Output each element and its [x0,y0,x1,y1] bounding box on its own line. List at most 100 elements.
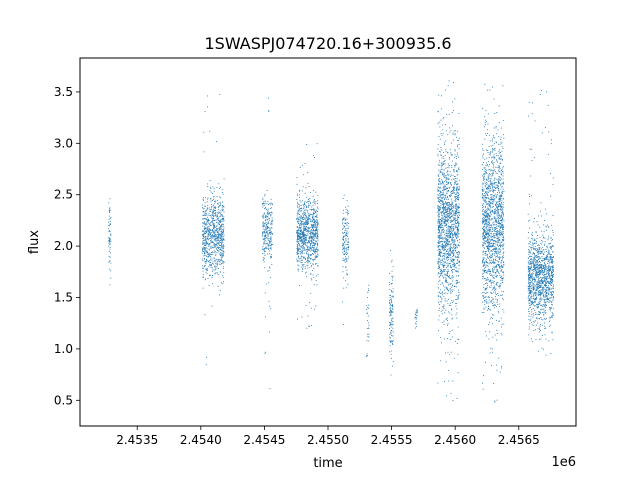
data-point [300,234,301,236]
data-point [484,83,486,85]
data-point [342,218,344,220]
data-point [391,340,393,342]
data-point [313,240,315,241]
data-point [315,249,317,251]
data-point [458,187,460,189]
data-point [270,198,272,200]
data-point [206,238,208,239]
data-point [264,219,266,221]
data-point [203,265,205,267]
data-point [483,220,485,222]
data-point [458,224,460,226]
data-point [368,333,370,335]
data-point [108,242,110,244]
data-point [489,241,491,243]
data-point [496,214,498,216]
data-point [483,231,485,233]
data-point [451,252,453,254]
data-point [218,229,220,231]
data-point [440,342,442,344]
data-point [438,217,440,219]
data-point [204,202,206,204]
data-point [315,230,317,232]
data-point [222,275,223,277]
data-point [264,203,266,205]
data-point [458,207,460,208]
data-point [487,257,489,259]
data-point [344,248,345,250]
data-point [297,242,299,244]
data-point [212,283,214,285]
data-point [307,233,309,235]
data-point [500,205,502,207]
data-point [264,222,266,224]
data-point [204,252,206,254]
data-point [303,264,305,266]
data-point [305,242,307,244]
data-point [207,214,209,216]
data-point [489,183,491,185]
data-point [212,257,214,259]
data-point [267,213,269,215]
data-point [317,222,319,224]
data-point [312,238,314,240]
data-point [455,162,457,164]
data-point [222,282,224,284]
data-point [456,196,458,198]
data-point [316,233,318,234]
data-point [487,241,488,243]
data-point [209,223,211,225]
data-point [108,230,110,232]
data-point [456,163,458,165]
data-point [220,221,222,223]
data-point [389,297,391,299]
data-point [212,217,214,219]
data-point [439,170,441,172]
data-point [214,235,216,237]
data-point [502,85,504,87]
data-point [206,224,208,226]
data-point [456,178,458,180]
data-point [449,266,451,268]
data-point [483,278,485,280]
data-point [263,223,265,225]
data-point [449,148,451,150]
data-point [491,194,493,195]
data-point [456,271,458,273]
data-point [502,232,504,234]
data-point [439,224,441,226]
data-point [297,236,299,238]
data-point [416,312,418,314]
data-point [440,227,442,228]
data-point [306,239,308,241]
data-point [212,219,214,221]
data-point [484,221,486,223]
data-point [366,312,368,314]
data-point [270,230,272,232]
data-point [456,247,458,249]
data-point [445,130,447,132]
data-point [452,250,454,252]
data-point [491,227,493,228]
data-point [439,307,441,309]
data-point [449,170,451,172]
data-point [213,224,215,226]
data-point [344,254,345,255]
data-point [304,202,306,204]
data-point [444,312,446,314]
data-point [217,259,219,261]
data-point [215,243,217,245]
data-point [485,196,486,198]
scatter-points [108,80,554,403]
data-point [442,253,444,255]
data-point [494,183,496,185]
data-point [448,250,450,252]
data-point [265,235,266,237]
data-point [266,247,268,249]
data-point [343,254,345,256]
data-point [300,217,302,219]
data-point [437,111,439,113]
data-point [202,249,204,251]
data-point [451,237,453,239]
data-point [446,235,447,237]
